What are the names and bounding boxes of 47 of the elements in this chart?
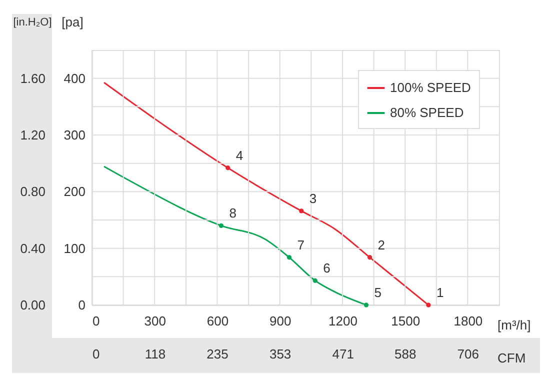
x2-tick-label: 588 [394,346,416,362]
x-tick-label: 0 [92,314,100,328]
x2-tick-label: 353 [269,346,292,362]
y2-tick-label: 0.80 [20,184,46,200]
point [218,223,224,228]
annotation: 5 [374,285,382,300]
annotation: 7 [297,237,304,252]
annotation: 3 [309,190,317,206]
y2-tick-label: 0.40 [20,240,46,256]
y-tick-label: 400 [64,70,86,86]
y-axis-title: [pa] [62,14,84,30]
y-tick-label: 300 [64,128,86,142]
point [312,278,318,283]
x-tick-label: 1200 [328,314,358,328]
y2-tick-label: 0.00 [20,298,46,312]
x2-axis-title: CFM [498,350,526,366]
legend-label: 100% SPEED [390,80,471,95]
annotation: 6 [323,260,330,276]
x2-tick-label: 706 [457,346,479,362]
point [426,302,431,308]
annotation: 1 [436,285,444,300]
y-tick-label: 100 [64,240,86,256]
y2-tick-label: 1.60 [20,70,46,86]
point [286,255,292,260]
line-series [104,166,368,306]
x-tick-label: 1800 [454,314,483,328]
annotation: 2 [378,237,386,252]
annotation: 4 [236,148,244,163]
x2-tick-label: 0 [92,346,100,362]
x-axis-title: [m³/h] [498,318,531,332]
y-tick-label: 0 [78,298,86,312]
x-tick-label: 300 [144,314,166,328]
legend-label: 80% SPEED [390,105,464,120]
x-tick-label: 1500 [391,314,420,328]
y2-tick-label: 1.20 [20,128,46,142]
point [226,166,230,170]
annotation: 8 [229,206,236,221]
x2-tick-label: 118 [144,346,166,362]
point [367,255,372,260]
x2-tick-label: 471 [332,346,354,362]
y-tick-label: 200 [64,184,86,200]
x-tick-label: 600 [206,314,229,328]
x2-tick-label: 235 [206,346,228,362]
x-tick-label: 900 [269,314,292,328]
y2-axis-title: [in.H₂O] [13,16,52,28]
point [364,302,369,308]
point [299,208,304,214]
